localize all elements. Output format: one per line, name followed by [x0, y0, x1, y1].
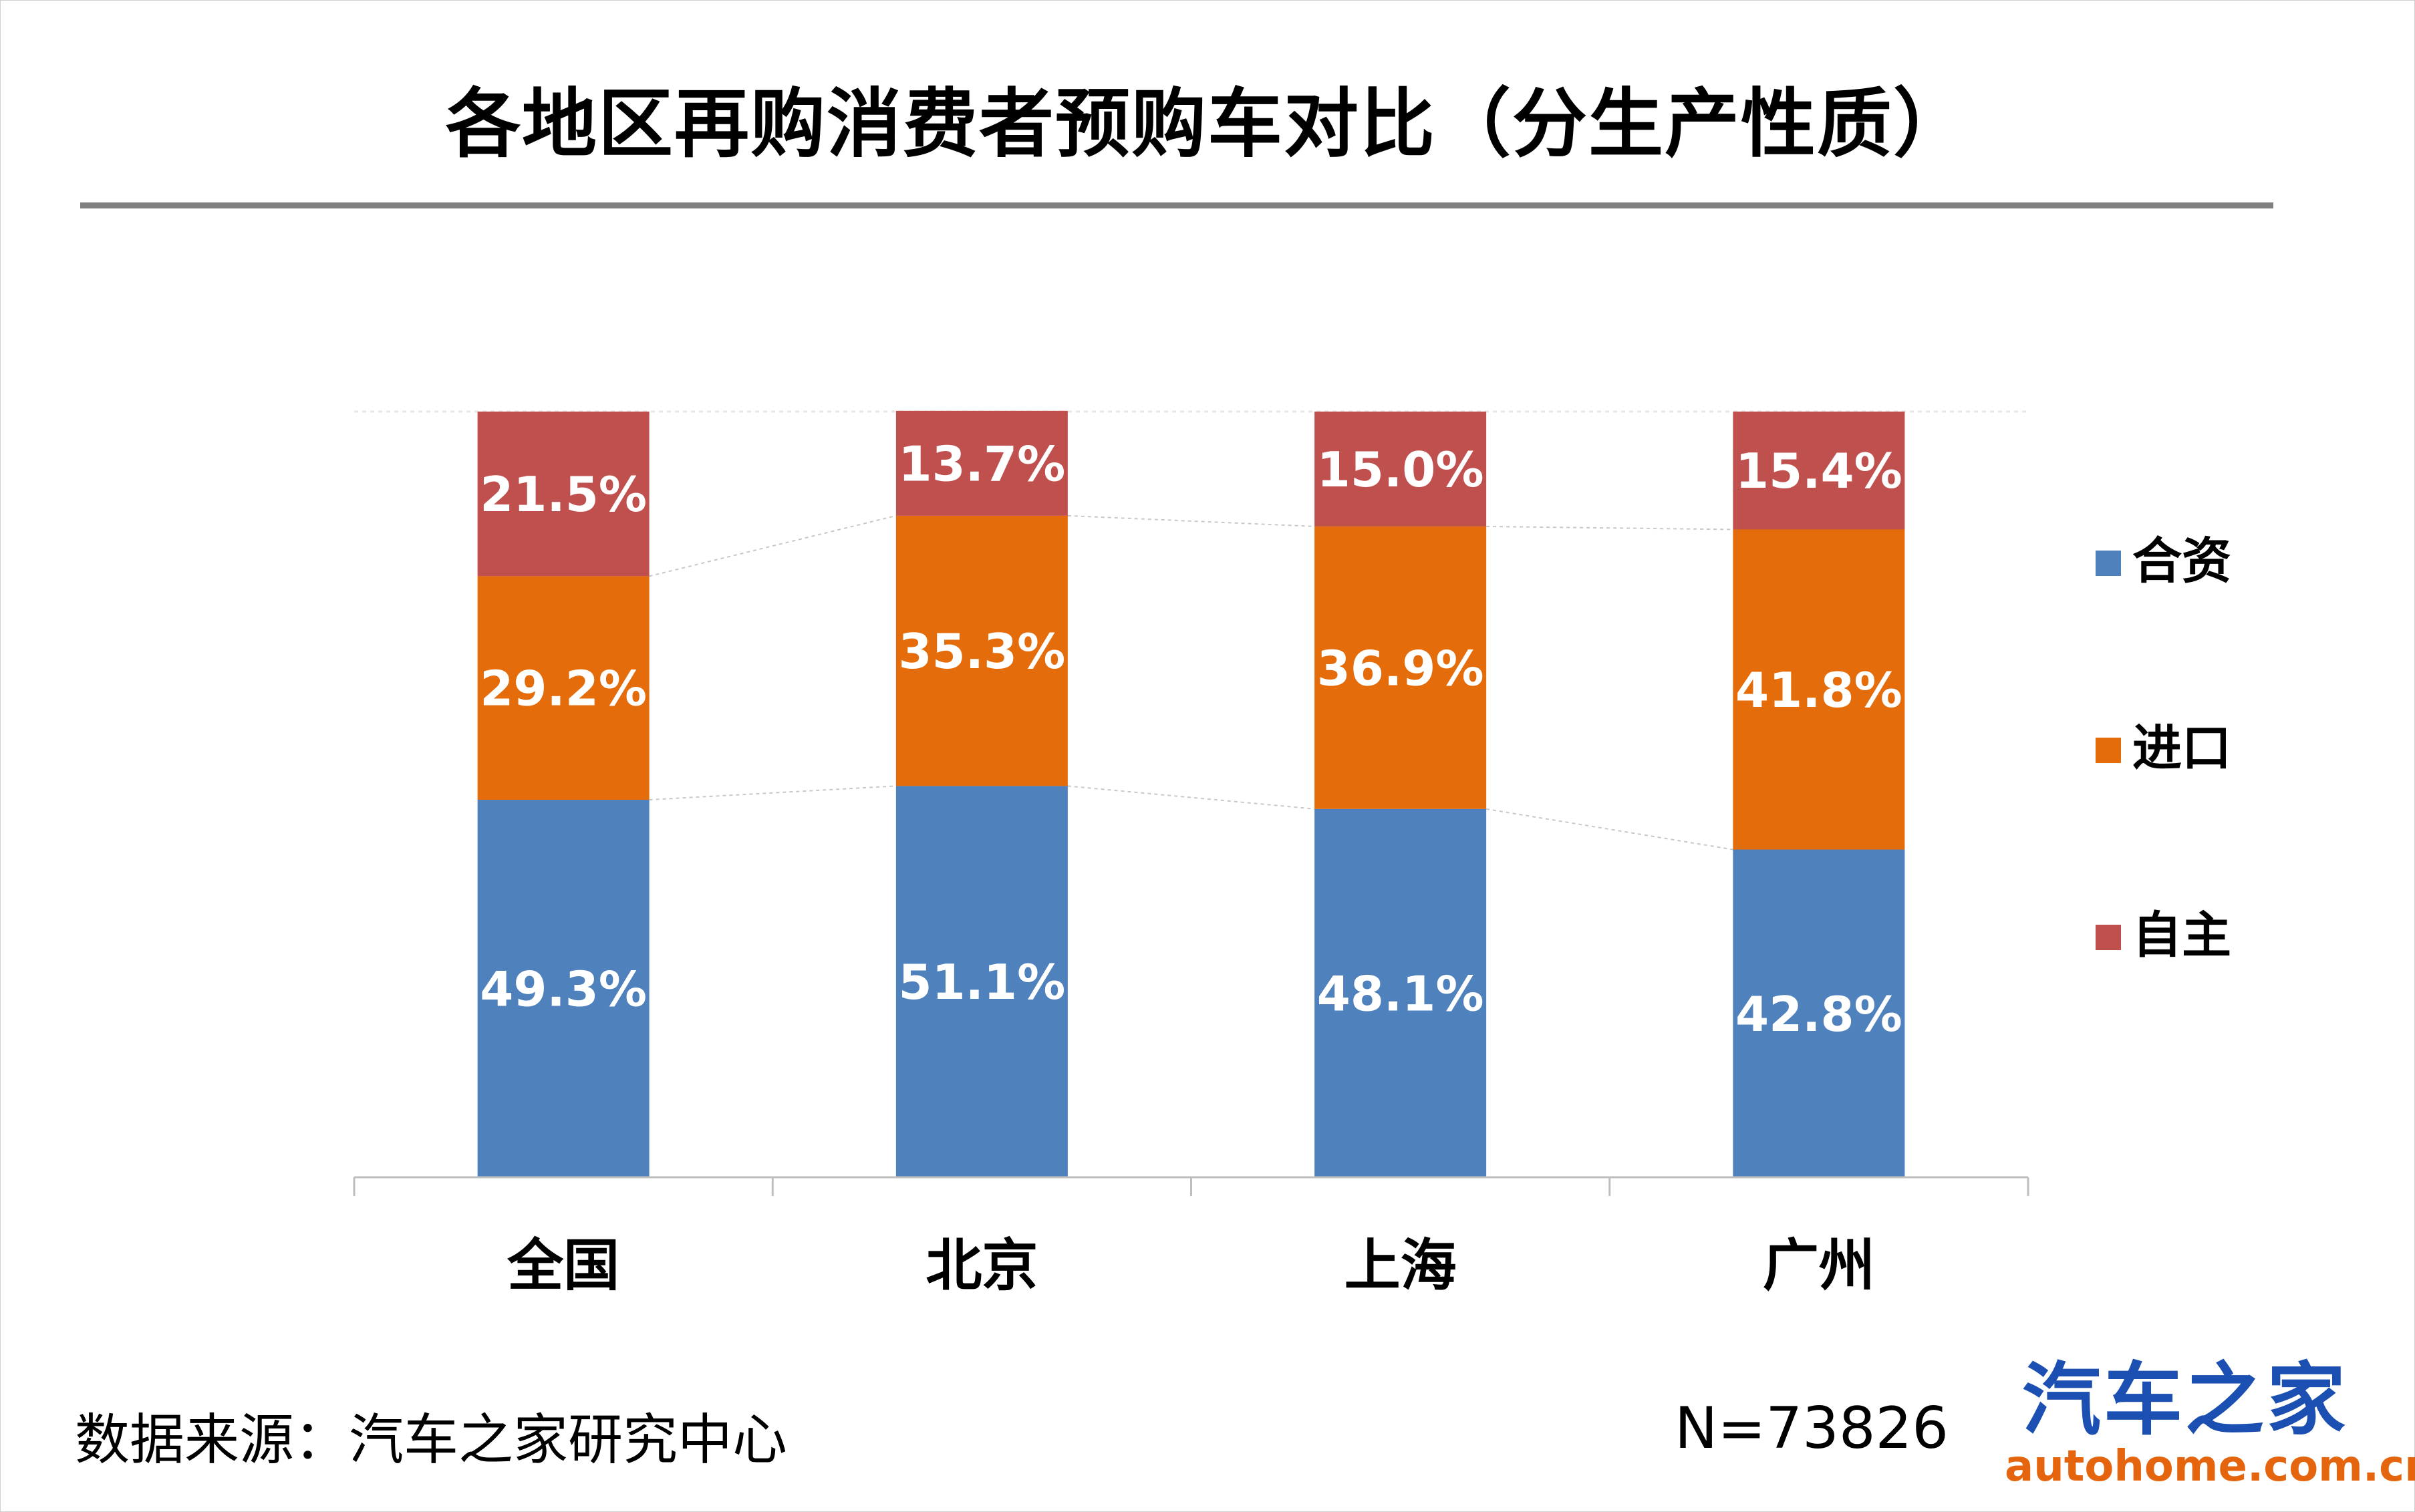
data-label: 36.9% — [1317, 640, 1484, 696]
bar-segment — [1733, 529, 1905, 850]
legend-item-hezi: 合资 — [2096, 528, 2296, 595]
logo-text-en: autohome.com.cn — [2005, 1442, 2415, 1491]
data-source-note: 数据来源：汽车之家研究中心 — [75, 1408, 788, 1472]
data-label: 51.1% — [898, 954, 1065, 1010]
series-line — [1485, 808, 1733, 851]
data-label: 35.3% — [898, 623, 1065, 679]
data-label: 13.7% — [898, 436, 1065, 492]
bar-segment — [477, 800, 650, 1177]
bar-segment — [895, 410, 1068, 516]
chart-title: 各地区再购消费者预购车对比（分生产性质） — [446, 81, 1969, 168]
bar-segment — [895, 786, 1068, 1177]
bar-segment — [1314, 808, 1487, 1177]
bar-segment — [1314, 526, 1487, 809]
data-label: 15.4% — [1735, 443, 1902, 499]
data-label: 48.1% — [1317, 965, 1484, 1022]
bar-segment — [1733, 412, 1905, 530]
series-line — [649, 514, 897, 577]
x-tick-label: 广州 — [1763, 1233, 1875, 1298]
x-tick-label: 全国 — [507, 1233, 619, 1298]
data-label: 49.3% — [480, 961, 647, 1018]
bar-segment — [895, 515, 1068, 786]
x-tick-label: 上海 — [1344, 1233, 1457, 1298]
legend-label-jinkou: 进口 — [2132, 720, 2231, 777]
bar-segment — [477, 576, 650, 800]
data-label: 42.8% — [1735, 986, 1902, 1042]
legend-swatch-hezi — [2096, 551, 2121, 576]
series-line — [1067, 785, 1315, 810]
legend-label-zizhu: 自主 — [2132, 907, 2231, 964]
bar-segment — [1733, 849, 1905, 1177]
data-label: 29.2% — [480, 661, 647, 717]
legend-swatch-jinkou — [2096, 738, 2121, 763]
bar-segment — [477, 412, 650, 577]
data-label: 41.8% — [1735, 662, 1902, 718]
data-label: 15.0% — [1317, 442, 1484, 498]
legend-label-hezi: 合资 — [2132, 533, 2231, 590]
series-line — [649, 785, 896, 801]
legend-item-jinkou: 进口 — [2096, 715, 2296, 782]
title-divider — [80, 202, 2273, 208]
data-label: 21.5% — [480, 466, 647, 522]
series-line — [1067, 514, 1315, 527]
logo-text-cn: 汽车之家 — [2021, 1354, 2348, 1446]
legend-swatch-zizhu — [2096, 925, 2121, 950]
autohome-logo: 汽车之家 autohome.com.cn — [2005, 1354, 2415, 1491]
bar-segment — [1314, 412, 1487, 526]
x-tick-label: 北京 — [926, 1233, 1038, 1298]
series-line — [1486, 525, 1733, 531]
legend-item-zizhu: 自主 — [2096, 902, 2296, 969]
sample-size-note: N=73826 — [1675, 1395, 1949, 1462]
